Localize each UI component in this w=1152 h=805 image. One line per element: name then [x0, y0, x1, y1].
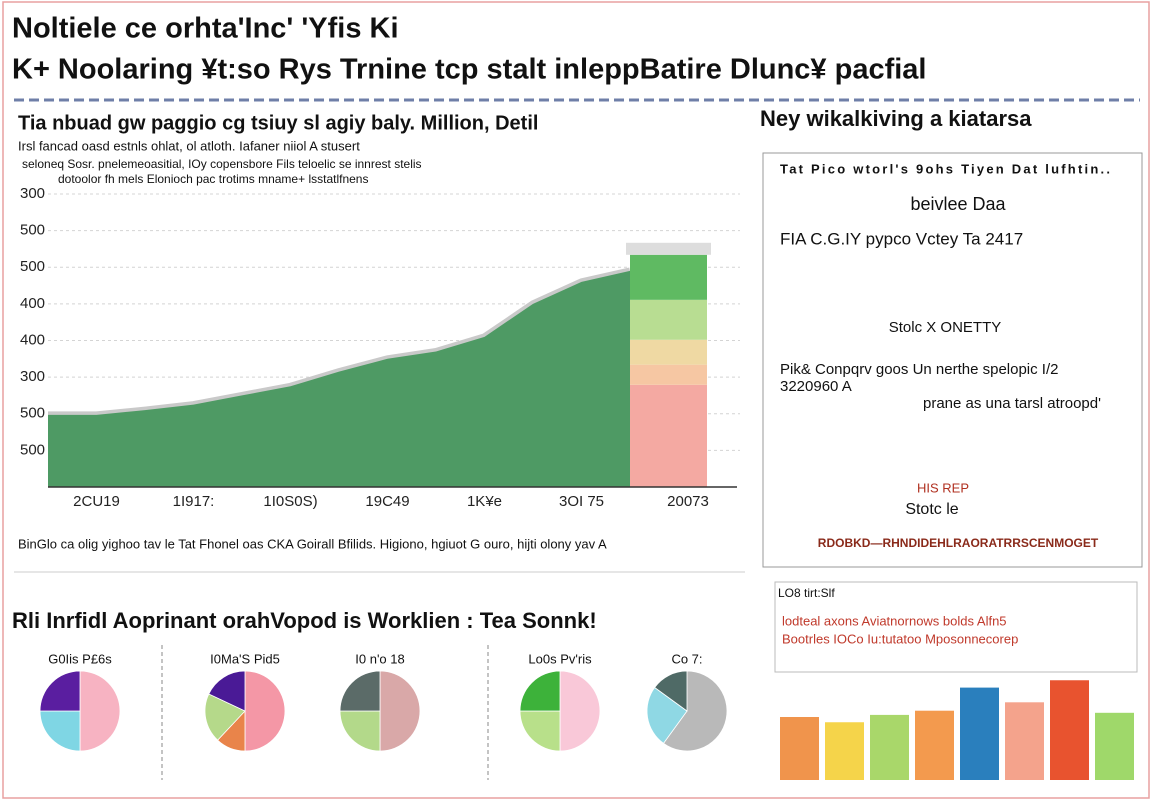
pie-slice	[79, 670, 121, 752]
pie-slice	[662, 670, 728, 752]
info-line: RDOBKD—RHNDIDEHLRAORATRRSCENMOGET	[818, 536, 1099, 550]
pie-label: Co 7:	[671, 651, 702, 666]
pie-label: G0Iis P£6s	[48, 651, 112, 666]
x-tick-label: 2CU19	[73, 493, 120, 510]
chart-title: Tia nbuad gw paggio cg tsiuy sl agiy bal…	[18, 112, 538, 134]
info-line: Stolc X ONETTY	[889, 319, 1002, 336]
bar	[780, 717, 819, 780]
bar	[1095, 712, 1134, 780]
pie-label: Lo0s Pv'ris	[528, 651, 592, 666]
x-tick-label: 20073	[667, 493, 709, 510]
forecast-segment	[630, 339, 707, 365]
caption: BinGlo ca olig yighoo tav le Tat Fhonel …	[18, 536, 607, 551]
pie-label: I0 n'o 18	[355, 651, 404, 666]
pie-slice	[204, 693, 246, 741]
pie-slice	[244, 670, 286, 752]
bar	[915, 710, 954, 780]
forecast-segment	[630, 254, 707, 300]
page-subtitle: K+ Noolaring ¥t:so Rys Trnine tcp stalt …	[12, 54, 927, 86]
forecast-segment	[630, 299, 707, 340]
pie-slice	[519, 710, 561, 752]
x-tick-label: 1I0S0S)	[263, 493, 317, 510]
info-line: Pik& Conpqrv goos Un nerthe spelopic I/2	[780, 361, 1059, 378]
info-line: FIA C.G.IY pypco Vctey Ta 2417	[780, 229, 1023, 248]
pie-label: I0Ma'S Pid5	[210, 651, 280, 666]
bar	[960, 687, 999, 780]
pie-slice	[339, 710, 381, 752]
x-tick-label: 1I917:	[173, 493, 215, 510]
lower-line: Bootrles IOCo Iu:tutatoo Mposonnecorep	[782, 631, 1018, 646]
forecast-shadow	[626, 242, 711, 255]
info-line: prane as una tarsl atroopd'	[923, 395, 1101, 412]
page-title: Noltiele ce orhta'Inc' 'Yfis Ki	[12, 13, 399, 45]
y-tick-label: 500	[20, 258, 45, 275]
forecast-segment	[630, 384, 707, 487]
x-tick-label: 1K¥e	[467, 493, 502, 510]
y-tick-label: 400	[20, 295, 45, 312]
pie-slice	[654, 670, 688, 712]
info-line: Stotc le	[905, 501, 958, 518]
y-tick-label: 500	[20, 441, 45, 458]
pie-slice	[646, 686, 688, 744]
y-tick-label: 500	[20, 405, 45, 422]
chart-subtitle: seloneq Sosr. pnelemeoasitial, IOy copen…	[22, 157, 422, 171]
y-tick-label: 400	[20, 331, 45, 348]
info-line: 3220960 A	[780, 378, 852, 395]
pie-slice	[379, 670, 421, 752]
lower-box	[774, 581, 1138, 673]
pie-slice	[39, 670, 81, 712]
pie-slice	[39, 710, 81, 752]
x-tick-label: 3OI 75	[559, 493, 604, 510]
lower-label: LO8 tirt:Slf	[778, 586, 835, 600]
info-line: Tat Pico wtorl's 9ohs Tiyen Dat lufhtin.…	[780, 161, 1110, 176]
pie-slice	[208, 670, 246, 712]
lower-line: lodteal axons Aviatnornows bolds Alfn5	[782, 613, 1007, 628]
chart-subtitle: Irsl fancad oasd estnls ohlat, ol atloth…	[18, 138, 360, 153]
area	[48, 270, 630, 487]
bar	[825, 722, 864, 780]
bar	[870, 714, 909, 780]
pie-slice	[339, 670, 381, 712]
y-tick-label: 300	[20, 185, 45, 202]
info-box	[762, 152, 1143, 568]
pie-slice	[519, 670, 561, 712]
info-line: beivlee Daa	[910, 194, 1006, 214]
info-line: HIS REP	[917, 480, 969, 495]
section-title: Rli Inrfidl Aoprinant orahVopod is Workl…	[12, 608, 597, 633]
forecast-segment	[630, 364, 707, 385]
right-title: Ney wikalkiving a kiatarsa	[760, 106, 1032, 131]
y-tick-label: 500	[20, 222, 45, 239]
bar	[1005, 702, 1044, 780]
chart-subtitle: dotoolor fh mels Elonioch pac trotims mn…	[58, 172, 368, 186]
bar	[1050, 680, 1089, 780]
x-tick-label: 19C49	[365, 493, 409, 510]
y-tick-label: 300	[20, 368, 45, 385]
pie-slice	[559, 670, 601, 752]
